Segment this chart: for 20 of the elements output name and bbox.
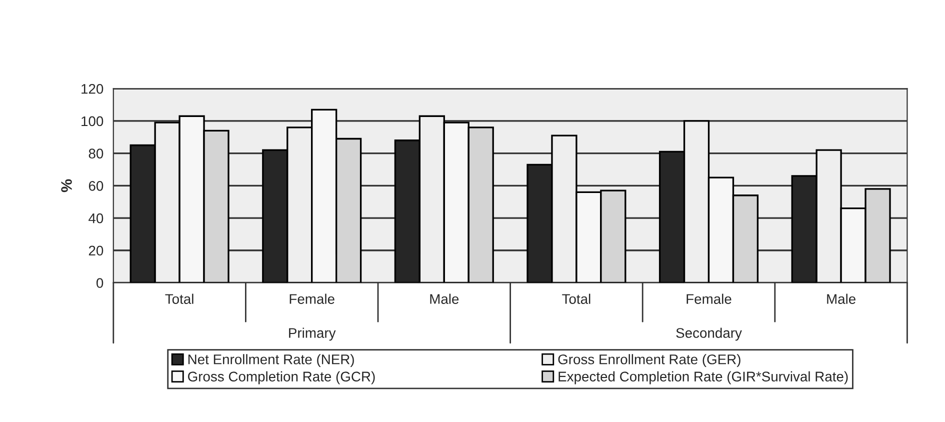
legend-label: Gross Enrollment Rate (GER) (558, 354, 740, 368)
x-tick-label: Male (827, 294, 856, 304)
y-tick-label: 60 (88, 181, 104, 191)
y-tick-label: 0 (96, 278, 104, 288)
x-tick-label: Total (562, 294, 590, 304)
legend-label: Gross Completion Rate (GCR) (188, 371, 375, 384)
text: Primary (289, 328, 336, 341)
text: Secondary (676, 328, 742, 341)
legend-label: Expected Completion Rate (GIR*Survival Rate) (558, 371, 848, 384)
x-tick-label: Total (165, 294, 194, 304)
x-tick-label: Female (686, 294, 732, 304)
y-tick-label: 100 (82, 116, 104, 126)
y-tick-label: 40 (88, 213, 104, 224)
x-tick-label: Male (430, 294, 459, 304)
x-tick-label: Female (290, 294, 334, 304)
y-axis-title: % (61, 179, 72, 192)
y-tick-label: 80 (88, 148, 104, 158)
y-tick-label: 20 (88, 246, 104, 256)
legend-label: Net Enrollment Rate (NER) (188, 354, 354, 368)
y-tick-label: 120 (82, 84, 104, 94)
